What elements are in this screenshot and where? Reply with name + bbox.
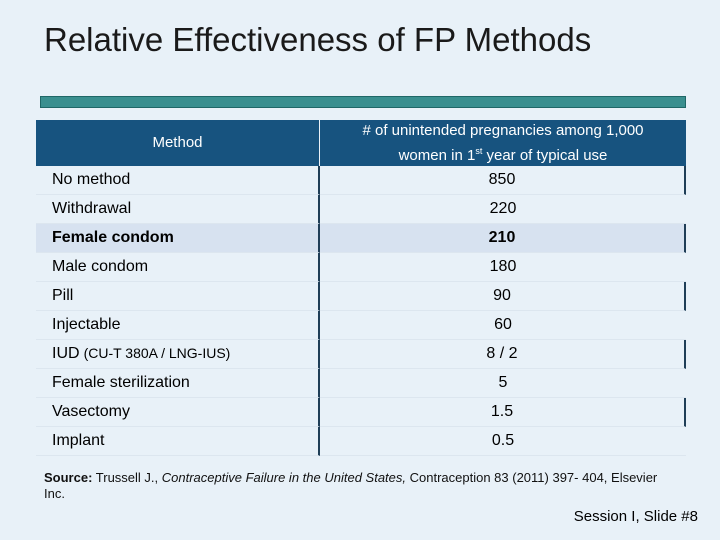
- value-cell: 0.5: [320, 427, 686, 456]
- value-cell: 850: [320, 166, 686, 195]
- header-rate: # of unintended pregnancies among 1,000 …: [320, 120, 686, 166]
- method-cell: Withdrawal: [36, 195, 320, 224]
- source-citation: Source: Trussell J., Contraceptive Failu…: [44, 470, 674, 502]
- source-work: Contraceptive Failure in the United Stat…: [161, 470, 407, 485]
- table-row: Male condom 180: [36, 253, 686, 282]
- table-row: Pill 90: [36, 282, 686, 311]
- header-rate-text: # of unintended pregnancies among 1,000 …: [362, 121, 644, 164]
- source-rest: Contraception 83 (2011) 397- 404, Elsevi…: [44, 470, 658, 501]
- table-row: Withdrawal 220: [36, 195, 686, 224]
- table-row: IUD (CU-T 380A / LNG-IUS) 8 / 2: [36, 340, 686, 369]
- method-cell: Injectable: [36, 311, 320, 340]
- table-row: Implant 0.5: [36, 427, 686, 456]
- method-cell: Female sterilization: [36, 369, 320, 398]
- header-method: Method: [36, 120, 320, 166]
- method-cell: Pill: [36, 282, 320, 311]
- value-cell: 1.5: [320, 398, 686, 427]
- value-cell: 180: [320, 253, 686, 282]
- method-subtitle: (CU-T 380A / LNG-IUS): [83, 345, 231, 361]
- method-cell: IUD (CU-T 380A / LNG-IUS): [36, 340, 320, 369]
- value-cell: 210: [320, 224, 686, 253]
- method-cell: Implant: [36, 427, 320, 456]
- table-row: Injectable 60: [36, 311, 686, 340]
- value-cell: 90: [320, 282, 686, 311]
- source-label: Source:: [44, 470, 93, 485]
- value-cell: 220: [320, 195, 686, 224]
- title-underline-bar: [40, 96, 686, 108]
- table-row: Vasectomy 1.5: [36, 398, 686, 427]
- method-cell: No method: [36, 166, 320, 195]
- method-name: IUD: [52, 345, 80, 362]
- value-cell: 8 / 2: [320, 340, 686, 369]
- header-rate-text-end: year of typical use: [482, 146, 608, 164]
- table-row: Female sterilization 5: [36, 369, 686, 398]
- table-row-highlighted: Female condom 210: [36, 224, 686, 253]
- value-cell: 5: [320, 369, 686, 398]
- method-cell: Vasectomy: [36, 398, 320, 427]
- method-cell: Female condom: [36, 224, 320, 253]
- value-cell: 60: [320, 311, 686, 340]
- table-row: No method 850: [36, 166, 686, 195]
- source-authors: Trussell J.,: [92, 470, 162, 485]
- header-rate-sup: st: [475, 145, 483, 156]
- slide-title: Relative Effectiveness of FP Methods: [44, 21, 592, 58]
- method-cell: Male condom: [36, 253, 320, 282]
- slide-number: Session I, Slide #8: [573, 508, 698, 525]
- effectiveness-table: Method # of unintended pregnancies among…: [36, 120, 686, 456]
- table-header-row: Method # of unintended pregnancies among…: [36, 120, 686, 166]
